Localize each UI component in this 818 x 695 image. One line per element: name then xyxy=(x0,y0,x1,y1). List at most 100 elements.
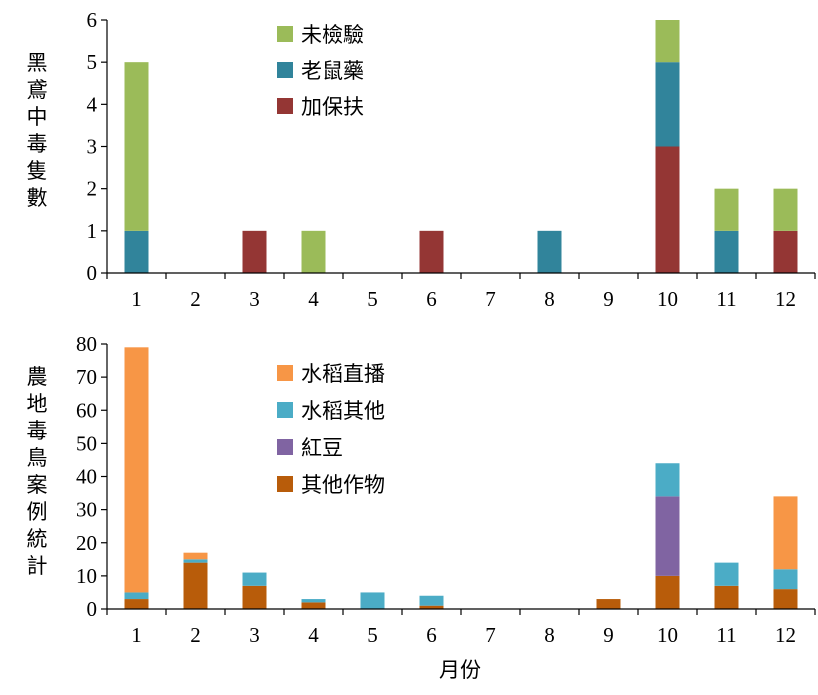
bar-老鼠藥-8 xyxy=(537,230,562,273)
bar-未檢驗-10 xyxy=(655,20,680,63)
y-axis-label-char: 毒 xyxy=(27,132,48,156)
legend-label: 加保扶 xyxy=(301,95,364,119)
bar-其他作物-9 xyxy=(596,599,621,609)
x-tick-label: 5 xyxy=(367,287,378,311)
y-axis-label-char: 毒 xyxy=(27,419,48,443)
legend-label: 水稻其他 xyxy=(301,399,385,423)
bar-水稻其他-1 xyxy=(124,592,149,600)
x-tick-label: 9 xyxy=(603,623,614,647)
y-axis-label-char: 計 xyxy=(27,554,48,578)
bar-未檢驗-4 xyxy=(301,230,326,273)
bar-水稻直播-12 xyxy=(773,496,798,570)
bar-水稻其他-11 xyxy=(714,562,739,586)
x-tick-label: 7 xyxy=(485,287,496,311)
x-tick-label: 10 xyxy=(657,623,678,647)
y-axis-label-char: 黑 xyxy=(27,51,48,75)
x-tick-label: 6 xyxy=(426,287,437,311)
x-tick-label: 4 xyxy=(308,287,319,311)
bar-加保扶-10 xyxy=(655,146,680,273)
x-tick-label: 3 xyxy=(249,287,260,311)
y-axis-label-char: 隻 xyxy=(27,159,48,183)
y-tick-label: 4 xyxy=(87,92,98,116)
bar-加保扶-6 xyxy=(419,230,444,273)
bar-水稻其他-5 xyxy=(360,592,385,609)
bar-未檢驗-1 xyxy=(124,62,149,231)
x-tick-label: 5 xyxy=(367,623,378,647)
x-tick-label: 7 xyxy=(485,623,496,647)
y-tick-label: 6 xyxy=(87,8,98,32)
y-axis-label-char: 鳶 xyxy=(27,78,48,102)
legend-swatch xyxy=(277,439,293,455)
bar-未檢驗-11 xyxy=(714,188,739,231)
x-tick-label: 11 xyxy=(716,623,736,647)
x-tick-label: 8 xyxy=(544,287,555,311)
bar-未檢驗-12 xyxy=(773,188,798,231)
x-tick-label: 1 xyxy=(131,287,142,311)
bar-老鼠藥-10 xyxy=(655,62,680,147)
x-tick-label: 1 xyxy=(131,623,142,647)
y-axis-label-char: 例 xyxy=(27,500,48,524)
y-tick-label: 2 xyxy=(87,177,98,201)
bar-其他作物-1 xyxy=(124,599,149,609)
y-axis-label-char: 案 xyxy=(27,473,48,497)
y-axis-label-char: 農 xyxy=(27,365,48,389)
bar-水稻其他-4 xyxy=(301,599,326,603)
x-tick-label: 10 xyxy=(657,287,678,311)
y-tick-label: 10 xyxy=(76,564,97,588)
y-axis-label: 黑鳶中毒隻數 xyxy=(27,51,48,210)
legend-swatch xyxy=(277,365,293,381)
bar-水稻其他-6 xyxy=(419,595,444,606)
legend-label: 紅豆 xyxy=(301,436,343,460)
x-tick-label: 12 xyxy=(775,623,796,647)
y-tick-label: 0 xyxy=(87,261,98,285)
y-tick-label: 5 xyxy=(87,50,98,74)
bar-水稻其他-10 xyxy=(655,463,680,497)
x-tick-label: 8 xyxy=(544,623,555,647)
bar-其他作物-11 xyxy=(714,585,739,609)
bar-水稻其他-2 xyxy=(183,559,208,563)
y-tick-label: 20 xyxy=(76,531,97,555)
y-tick-label: 40 xyxy=(76,465,97,489)
y-tick-label: 70 xyxy=(76,365,97,389)
y-tick-label: 50 xyxy=(76,431,97,455)
y-tick-label: 0 xyxy=(87,597,98,621)
x-tick-label: 11 xyxy=(716,287,736,311)
bar-紅豆-10 xyxy=(655,496,680,576)
x-tick-label: 12 xyxy=(775,287,796,311)
x-tick-label: 6 xyxy=(426,623,437,647)
legend-swatch xyxy=(277,98,293,114)
bar-水稻其他-12 xyxy=(773,569,798,590)
y-axis-label-char: 地 xyxy=(27,392,48,416)
x-tick-label: 9 xyxy=(603,287,614,311)
legend-swatch xyxy=(277,62,293,78)
y-axis-label-char: 鳥 xyxy=(27,446,48,470)
legend-swatch xyxy=(277,402,293,418)
x-tick-label: 2 xyxy=(190,623,201,647)
bar-其他作物-6 xyxy=(419,605,444,609)
bar-水稻其他-3 xyxy=(242,572,267,586)
x-tick-label: 2 xyxy=(190,287,201,311)
bar-水稻直播-2 xyxy=(183,552,208,560)
y-tick-label: 30 xyxy=(76,498,97,522)
bar-其他作物-10 xyxy=(655,575,680,609)
bar-水稻直播-1 xyxy=(124,347,149,593)
y-axis-label-char: 數 xyxy=(27,186,48,210)
bar-老鼠藥-11 xyxy=(714,230,739,273)
bar-加保扶-12 xyxy=(773,230,798,273)
x-tick-label: 4 xyxy=(308,623,319,647)
bar-其他作物-2 xyxy=(183,562,208,609)
x-tick-label: 3 xyxy=(249,623,260,647)
y-axis-label-char: 中 xyxy=(27,105,48,129)
x-axis-label: 月份 xyxy=(439,658,481,682)
bar-老鼠藥-1 xyxy=(124,230,149,273)
bar-加保扶-3 xyxy=(242,230,267,273)
legend-swatch xyxy=(277,476,293,492)
y-axis-label-char: 統 xyxy=(27,527,48,551)
bar-其他作物-12 xyxy=(773,589,798,609)
legend-label: 水稻直播 xyxy=(301,362,385,386)
